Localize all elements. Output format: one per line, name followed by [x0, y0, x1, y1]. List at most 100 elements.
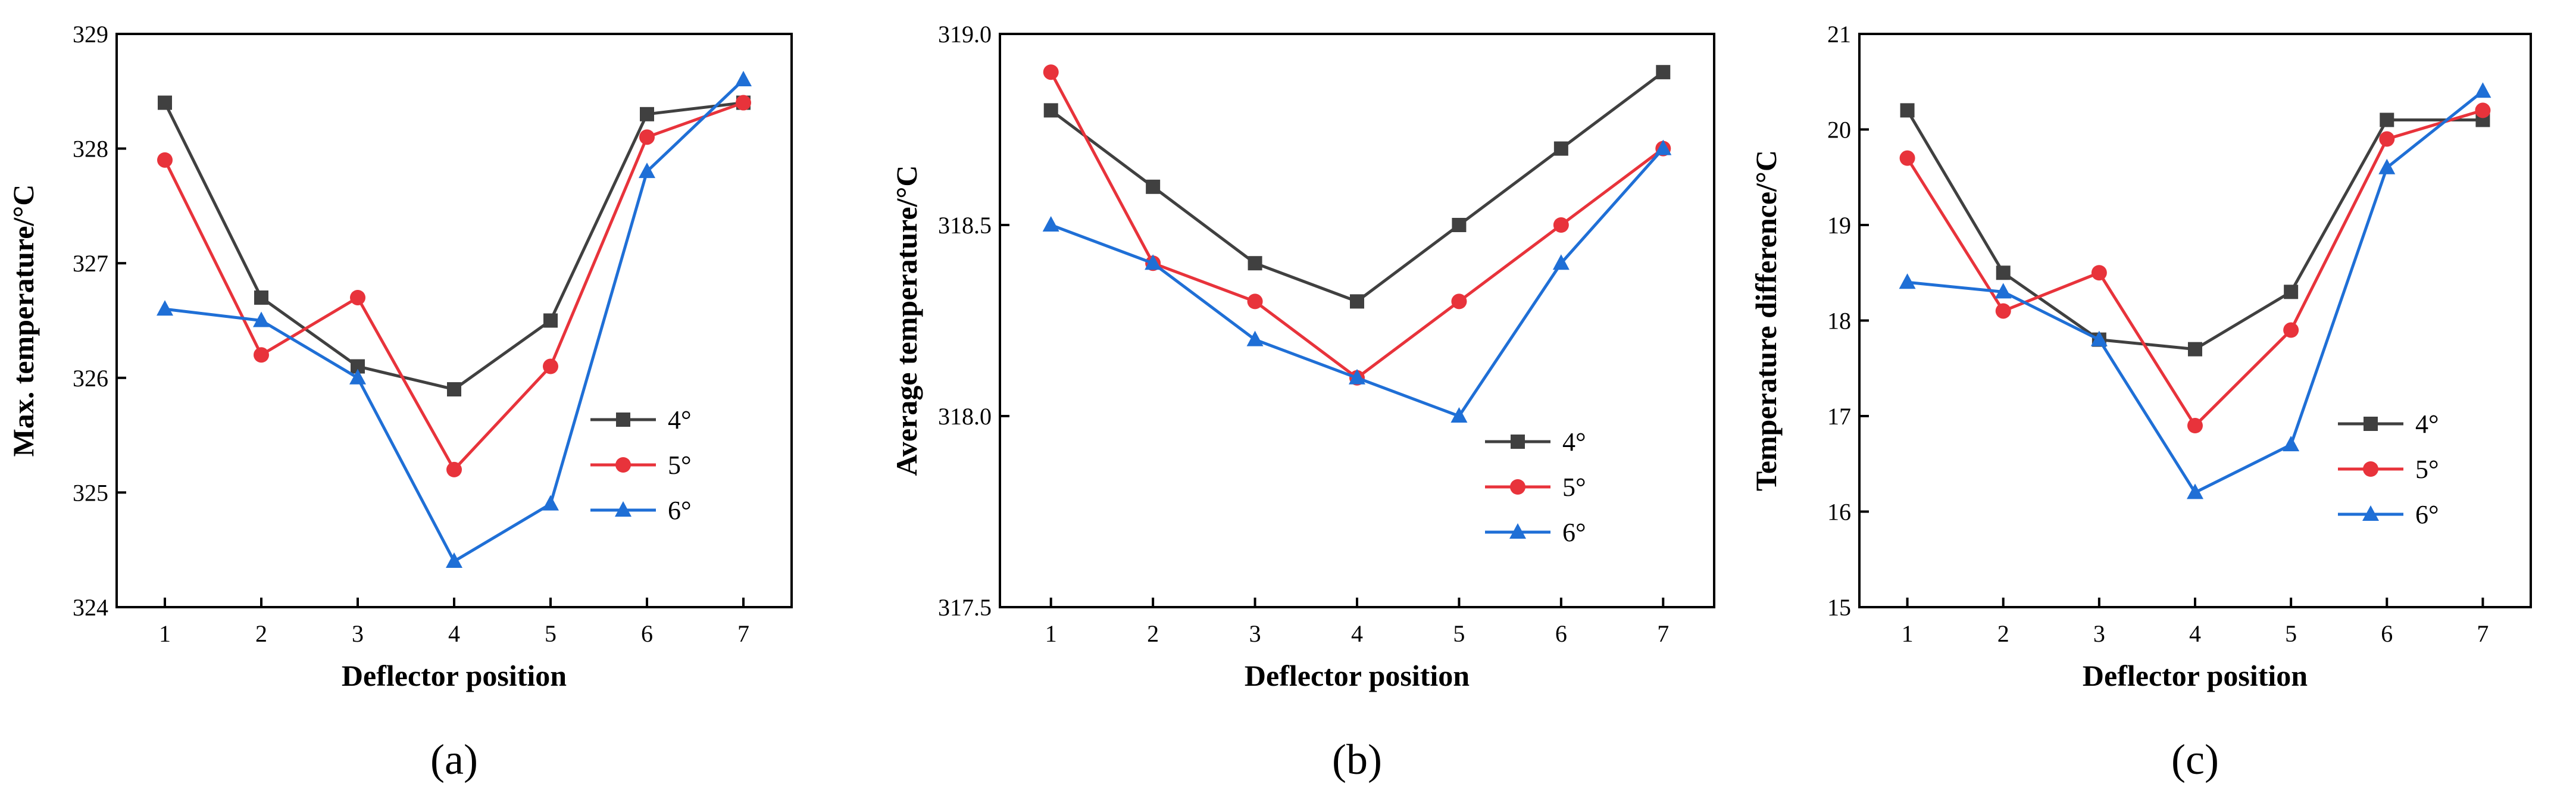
series-4deg [1900, 103, 2490, 357]
series-line [163, 101, 744, 471]
series-line [1906, 109, 2484, 427]
legend-label: 4° [2415, 410, 2439, 439]
series-line [1049, 71, 1664, 380]
data-point [1248, 256, 1262, 271]
y-tick-label: 317.5 [938, 594, 992, 621]
x-tick-label: 5 [1453, 620, 1465, 647]
y-tick-label: 15 [1827, 594, 1851, 621]
series-line [163, 101, 744, 391]
legend-marker [2363, 461, 2378, 477]
legend-marker [615, 457, 631, 473]
data-point [2284, 285, 2299, 299]
y-tick-label: 325 [73, 479, 108, 506]
series-5deg [1899, 102, 2491, 434]
series-line [1050, 71, 1664, 303]
legend-marker [616, 412, 630, 427]
data-point [1452, 218, 1467, 232]
y-tick-label: 319.0 [938, 21, 992, 48]
y-axis-title: Average temperature/°C [890, 165, 923, 476]
series-6deg [157, 71, 752, 568]
y-tick-label: 318.0 [938, 403, 992, 430]
data-point [1043, 64, 1059, 80]
legend-label: 6° [2415, 500, 2439, 529]
data-point [735, 71, 752, 87]
x-axis-title: Deflector position [2083, 659, 2308, 692]
data-point [2283, 322, 2299, 338]
series-6deg [1899, 82, 2491, 499]
data-point [349, 368, 366, 385]
x-tick-label: 3 [1249, 620, 1261, 647]
data-point [1552, 254, 1570, 270]
data-point [253, 311, 270, 327]
y-tick-label: 327 [73, 250, 108, 277]
data-point [1350, 294, 1364, 309]
x-tick-label: 4 [448, 620, 460, 647]
data-point [1451, 293, 1467, 310]
series-4deg [1043, 65, 1671, 309]
panel-a: 1 2 3 4 5 6 7 324 325 326 327 328 329 Deflector posit… [7, 21, 793, 783]
data-point [1247, 293, 1263, 310]
series-4deg [158, 95, 751, 397]
legend-label: 5° [2415, 455, 2439, 484]
x-tick-label: 7 [1657, 620, 1669, 647]
x-tick-label: 1 [159, 620, 171, 647]
y-tick-label: 318.5 [938, 212, 992, 239]
legend-label: 5° [1562, 473, 1586, 502]
data-point [1145, 254, 1162, 270]
x-tick-label: 7 [737, 620, 749, 647]
data-point [2378, 158, 2396, 174]
legend-label: 4° [1562, 427, 1586, 457]
y-axis-title: Temperature difference/°C [1749, 150, 1783, 491]
series-line [164, 79, 745, 563]
data-point [2380, 112, 2394, 127]
data-point [2091, 265, 2107, 281]
legend: 4° 5° 6° [2338, 410, 2439, 529]
data-point [446, 461, 462, 477]
data-point [1043, 103, 1058, 118]
data-point [736, 95, 751, 111]
data-point [2475, 102, 2491, 118]
data-point [157, 152, 173, 168]
x-tick-label: 2 [1147, 620, 1159, 647]
data-point [1553, 141, 1568, 156]
series-line [1906, 110, 2483, 351]
y-tick-label: 328 [73, 136, 108, 162]
legend-marker [1510, 479, 1525, 495]
data-point [2188, 342, 2202, 357]
x-tick-label: 5 [2285, 620, 2297, 647]
data-point [640, 107, 654, 121]
x-tick-label: 4 [2189, 620, 2201, 647]
legend-label: 6° [1562, 518, 1586, 547]
legend-label: 4° [668, 405, 692, 435]
y-tick-label: 326 [73, 365, 108, 392]
x-tick-label: 2 [1997, 620, 2009, 647]
x-tick-label: 4 [1351, 620, 1363, 647]
series-6deg [1042, 139, 1672, 423]
plot-frame [999, 33, 1715, 608]
data-point [1899, 150, 1915, 166]
panel-label: (a) [430, 736, 478, 783]
data-point [1655, 139, 1672, 155]
data-point [2379, 131, 2395, 147]
data-point [639, 129, 655, 145]
y-tick-label: 324 [73, 594, 108, 621]
legend-marker [2364, 417, 2378, 431]
data-point [2283, 436, 2300, 452]
data-point [157, 300, 173, 316]
data-point [1246, 330, 1264, 346]
x-tick-label: 6 [641, 620, 653, 647]
data-point [350, 289, 365, 305]
panel-label: (b) [1332, 736, 1382, 783]
x-tick-label: 3 [2093, 620, 2105, 647]
x-tick-label: 3 [352, 620, 364, 647]
data-point [543, 313, 558, 328]
legend-marker [615, 501, 632, 517]
data-point [1656, 65, 1671, 80]
y-tick-label: 329 [73, 21, 108, 48]
data-point [1899, 273, 1916, 289]
x-tick-label: 2 [255, 620, 267, 647]
panel-b: 1 2 3 4 5 6 7 317.5 318.0 318.5 319.0 Deflector pos… [890, 21, 1715, 783]
series-5deg [1043, 64, 1671, 386]
x-tick-label: 1 [1902, 620, 1914, 647]
data-point [1146, 179, 1161, 194]
